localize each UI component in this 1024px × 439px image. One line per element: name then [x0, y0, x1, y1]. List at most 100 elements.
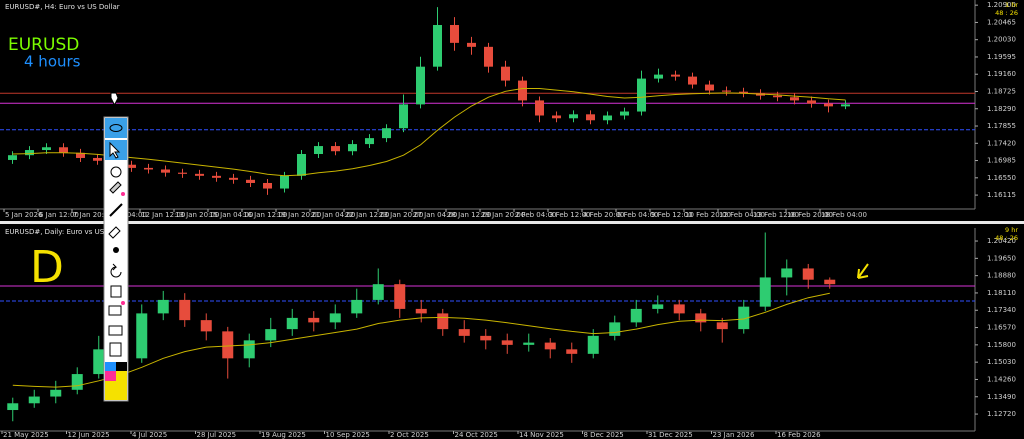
- candle-body: [501, 66, 510, 81]
- drawing-toolbar: [103, 92, 129, 402]
- swatch-black[interactable]: [116, 362, 127, 371]
- moving-average: [12, 88, 846, 177]
- tool-eraser[interactable]: [109, 181, 122, 194]
- tool-list[interactable]: [109, 342, 122, 357]
- tool-dot[interactable]: [113, 247, 119, 253]
- swatch-blue[interactable]: [105, 362, 116, 371]
- tool-eye[interactable]: [105, 118, 127, 138]
- y-tick-label: 1.13490: [987, 393, 1016, 401]
- x-tick-label: 18 Feb 04:00: [821, 211, 867, 219]
- candle-body: [246, 179, 255, 183]
- candle-body: [654, 74, 663, 79]
- candle-body: [200, 320, 212, 332]
- x-tick-label: 4 Jul 2025: [132, 431, 167, 439]
- candle-body: [394, 284, 406, 309]
- tool-delete[interactable]: [110, 285, 122, 298]
- y-tick-label: 1.19650: [987, 254, 1016, 262]
- candle-body: [93, 157, 102, 161]
- y-tick-label: 1.19595: [987, 53, 1016, 61]
- candle-body: [705, 84, 714, 91]
- pen-icon[interactable]: [110, 92, 119, 105]
- y-tick-label: 1.18880: [987, 272, 1016, 280]
- candle-body: [586, 114, 595, 121]
- candle-body: [144, 167, 153, 170]
- candle-body: [652, 304, 664, 309]
- swatch-yellow[interactable]: [116, 371, 127, 381]
- candle-body: [738, 306, 750, 330]
- dot: [121, 192, 125, 196]
- x-tick-label: 31 Dec 2025: [648, 431, 693, 439]
- candle-body: [437, 313, 449, 330]
- candle-body: [50, 389, 62, 397]
- candle-body: [695, 313, 707, 323]
- candle-body: [161, 169, 170, 173]
- y-tick-label: 1.12720: [987, 410, 1016, 418]
- x-tick-label: 6 Feb 04:00: [617, 211, 658, 219]
- candle-body: [8, 155, 17, 160]
- candle-body: [59, 147, 68, 153]
- candle-body: [351, 299, 363, 314]
- candle-body: [824, 103, 833, 107]
- candle-body: [535, 100, 544, 116]
- y-tick-label: 1.17340: [987, 306, 1016, 314]
- x-tick-label: 14 Nov 2025: [519, 431, 564, 439]
- x-tick-label: 2 Oct 2025: [390, 431, 429, 439]
- y-tick-label: 1.19160: [987, 70, 1016, 78]
- candle-body: [222, 331, 234, 359]
- x-tick-label: 16 Feb 20:00: [787, 211, 833, 219]
- x-tick-label: 12 Feb 04:00: [719, 211, 765, 219]
- candle-body: [178, 172, 187, 174]
- candle-body: [716, 322, 728, 330]
- countdown-info: 48 : 26: [995, 234, 1018, 242]
- candle-body: [671, 74, 680, 77]
- tool-magnet[interactable]: [110, 166, 122, 178]
- candle-body: [314, 146, 323, 155]
- candle-body: [722, 90, 731, 92]
- x-tick-label: 19 Jan 20:00: [277, 211, 321, 219]
- x-tick-label: 16 Jan 12:00: [243, 211, 287, 219]
- panel-separator: [0, 221, 1024, 224]
- candle-body: [630, 308, 642, 323]
- x-tick-label: 8 Dec 2025: [584, 431, 624, 439]
- tool-template[interactable]: [108, 305, 122, 316]
- candle-body: [76, 152, 85, 158]
- candle-body: [688, 76, 697, 85]
- tool-screenshot[interactable]: [108, 325, 123, 336]
- x-tick-label: 10 Sep 2025: [326, 431, 370, 439]
- candle-body: [195, 173, 204, 176]
- x-tick-label: 19 Aug 2025: [261, 431, 306, 439]
- swatch-pink[interactable]: [105, 371, 116, 381]
- candle-body: [566, 349, 578, 354]
- annotation: 4 hours: [24, 53, 81, 71]
- hand-arrow: [857, 263, 869, 279]
- x-tick-label: 2 Feb 04:00: [515, 211, 556, 219]
- candle-body: [136, 313, 148, 359]
- candle-body: [609, 322, 621, 336]
- candle-body: [331, 146, 340, 152]
- candle-body: [569, 114, 578, 119]
- swatch-active[interactable]: [105, 381, 127, 400]
- candle-body: [773, 95, 782, 98]
- candle-body: [587, 335, 599, 354]
- tool-undo[interactable]: [110, 263, 122, 278]
- candle-body: [263, 182, 272, 189]
- candle-body: [501, 340, 513, 345]
- candle-body: [71, 374, 83, 390]
- x-tick-label: 13 Jan 20:00: [175, 211, 219, 219]
- candle-body: [484, 46, 493, 67]
- candle-body: [415, 308, 427, 314]
- countdown-info: 1 hr: [1005, 1, 1018, 9]
- tool-line[interactable]: [109, 203, 123, 217]
- toolbar-panel: [103, 116, 129, 402]
- candle-body: [781, 268, 793, 278]
- countdown-info: 9 hr: [1005, 226, 1018, 234]
- candle-body: [759, 277, 771, 307]
- candle-body: [365, 138, 374, 145]
- x-tick-label: 23 Jan 2026: [713, 431, 756, 439]
- y-tick-label: 1.16115: [987, 191, 1016, 199]
- x-tick-label: 23 Jan 20:00: [379, 211, 423, 219]
- tool-ruler[interactable]: [108, 226, 121, 239]
